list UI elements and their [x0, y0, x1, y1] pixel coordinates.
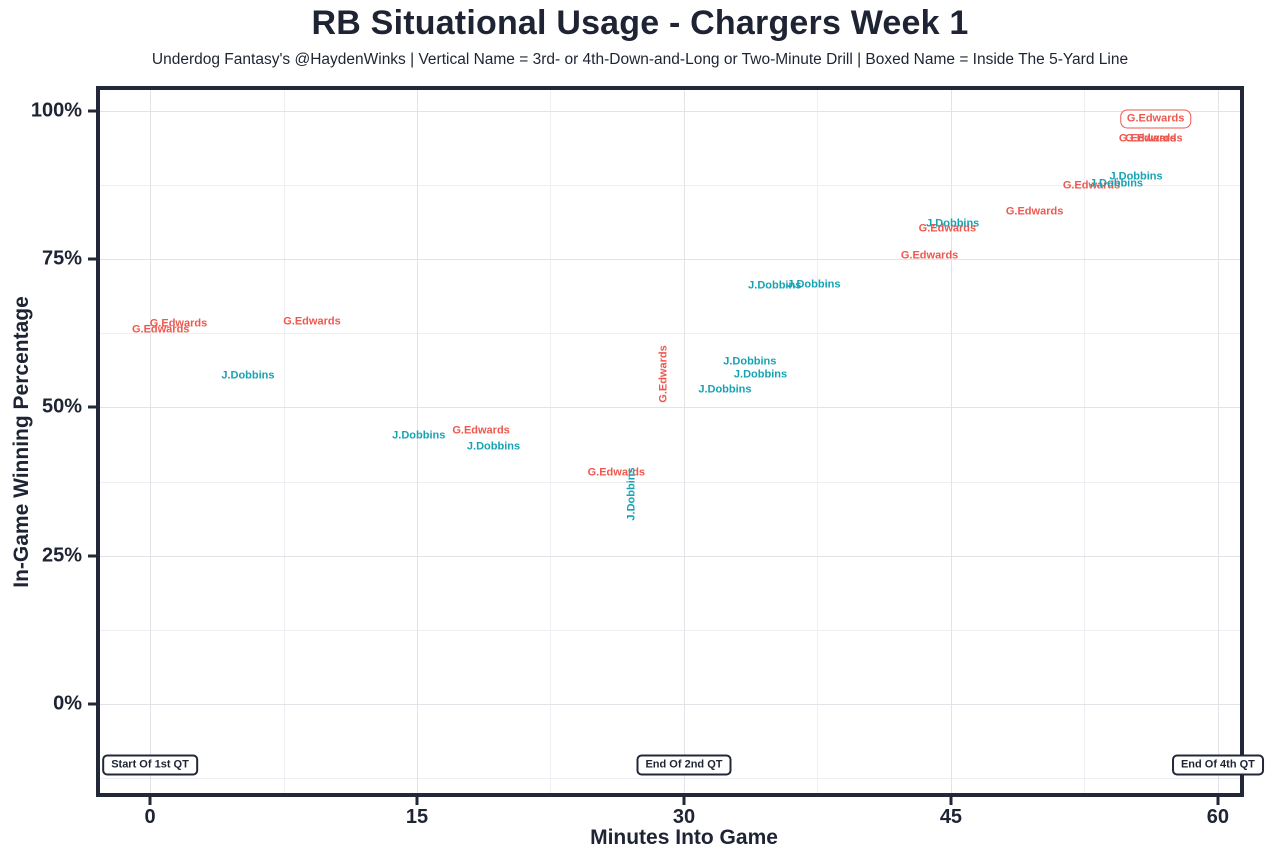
point-label: J.Dobbins	[787, 278, 841, 291]
plot-inner: G.Edwards G.Edwards G.Edwards G.Edwards G.Ed…	[100, 90, 1264, 793]
point-label: J.Dobbins	[698, 383, 752, 396]
point-label: J.Dobbins	[392, 429, 446, 442]
x-gridline	[283, 90, 285, 793]
chart-subtitle: Underdog Fantasy's @HaydenWinks | Vertic…	[151, 51, 1129, 68]
quarter-annotation: End Of 2nd QT	[636, 754, 732, 776]
x-axis-tick	[1216, 797, 1220, 805]
y-tick-label: 50%	[41, 395, 82, 418]
point-label: J.Dobbins	[723, 355, 777, 368]
x-axis-title: Minutes Into Game	[590, 826, 778, 849]
x-axis-tick	[415, 797, 419, 805]
point-label: G.Edwards	[657, 345, 670, 403]
x-tick-label: 60	[1206, 806, 1230, 828]
x-axis-tick	[148, 797, 152, 805]
y-axis-tick	[88, 405, 96, 409]
x-gridline	[1217, 90, 1219, 793]
point-label: G.Edwards	[1062, 179, 1121, 192]
quarter-annotation: Start Of 1st QT	[102, 754, 198, 776]
point-label: J.Dobbins	[221, 369, 275, 382]
y-gridline	[100, 407, 1240, 409]
plot-area: G.Edwards G.Edwards G.Edwards G.Edwards G.Ed…	[96, 86, 1264, 797]
point-label: J.Dobbins	[625, 467, 638, 521]
point-label: G.Edwards	[900, 249, 959, 262]
x-tick-label: 0	[144, 806, 156, 828]
x-gridline	[683, 90, 685, 793]
point-label: G.Edwards	[1118, 132, 1177, 145]
point-label: J.Dobbins	[466, 440, 521, 453]
x-gridline	[817, 90, 819, 793]
point-label: J.Dobbins	[1109, 170, 1163, 183]
y-gridline	[100, 481, 1240, 483]
y-gridline	[100, 184, 1240, 186]
y-tick-label: 75%	[41, 247, 82, 270]
x-tick-label: 30	[672, 806, 696, 828]
y-gridline	[100, 778, 1240, 780]
y-axis-tick	[88, 702, 96, 706]
chart-title: RB Situational Usage - Chargers Week 1	[311, 4, 969, 42]
y-gridline	[100, 629, 1240, 631]
y-gridline	[100, 704, 1240, 705]
y-axis-tick	[88, 257, 96, 261]
y-axis-title: In-Game Winning Percentage	[10, 296, 33, 588]
y-tick-label: 0%	[53, 692, 82, 715]
point-label: J.Dobbins	[1089, 177, 1144, 190]
x-axis: 0 15 30 45 60	[100, 797, 1240, 857]
x-gridline	[416, 90, 418, 793]
y-axis-tick	[88, 554, 96, 558]
point-label: G.Edwards	[1005, 205, 1064, 218]
x-gridline	[150, 90, 151, 793]
point-label: G.Edwards	[149, 317, 208, 330]
x-tick-label: 45	[939, 806, 963, 828]
y-gridline	[100, 555, 1240, 557]
x-axis-tick	[949, 797, 953, 805]
x-gridline	[550, 90, 552, 793]
x-gridline	[950, 90, 952, 793]
y-gridline	[100, 259, 1240, 261]
x-gridline	[1084, 90, 1086, 793]
y-gridline	[100, 333, 1240, 335]
point-label: G.Edwards	[1119, 109, 1192, 129]
y-axis-tick	[88, 109, 96, 113]
point-label: G.Edwards	[452, 424, 510, 437]
point-label: J.Dobbins	[748, 279, 802, 292]
point-label: J.Dobbins	[926, 217, 980, 230]
point-label: G.Edwards	[1125, 132, 1183, 145]
point-label: G.Edwards	[131, 323, 190, 336]
point-label: G.Edwards	[587, 466, 646, 479]
y-tick-label: 100%	[30, 99, 82, 122]
x-axis-tick	[682, 797, 686, 805]
point-label: J.Dobbins	[733, 368, 788, 381]
quarter-annotation: End Of 4th QT	[1171, 754, 1264, 776]
y-gridline	[100, 110, 1240, 112]
x-tick-label: 15	[405, 806, 429, 828]
point-label: G.Edwards	[918, 222, 977, 235]
y-tick-label: 25%	[41, 544, 82, 567]
point-label: G.Edwards	[283, 315, 341, 328]
y-axis: 0% 25% 50% 75% 100%	[0, 90, 96, 793]
